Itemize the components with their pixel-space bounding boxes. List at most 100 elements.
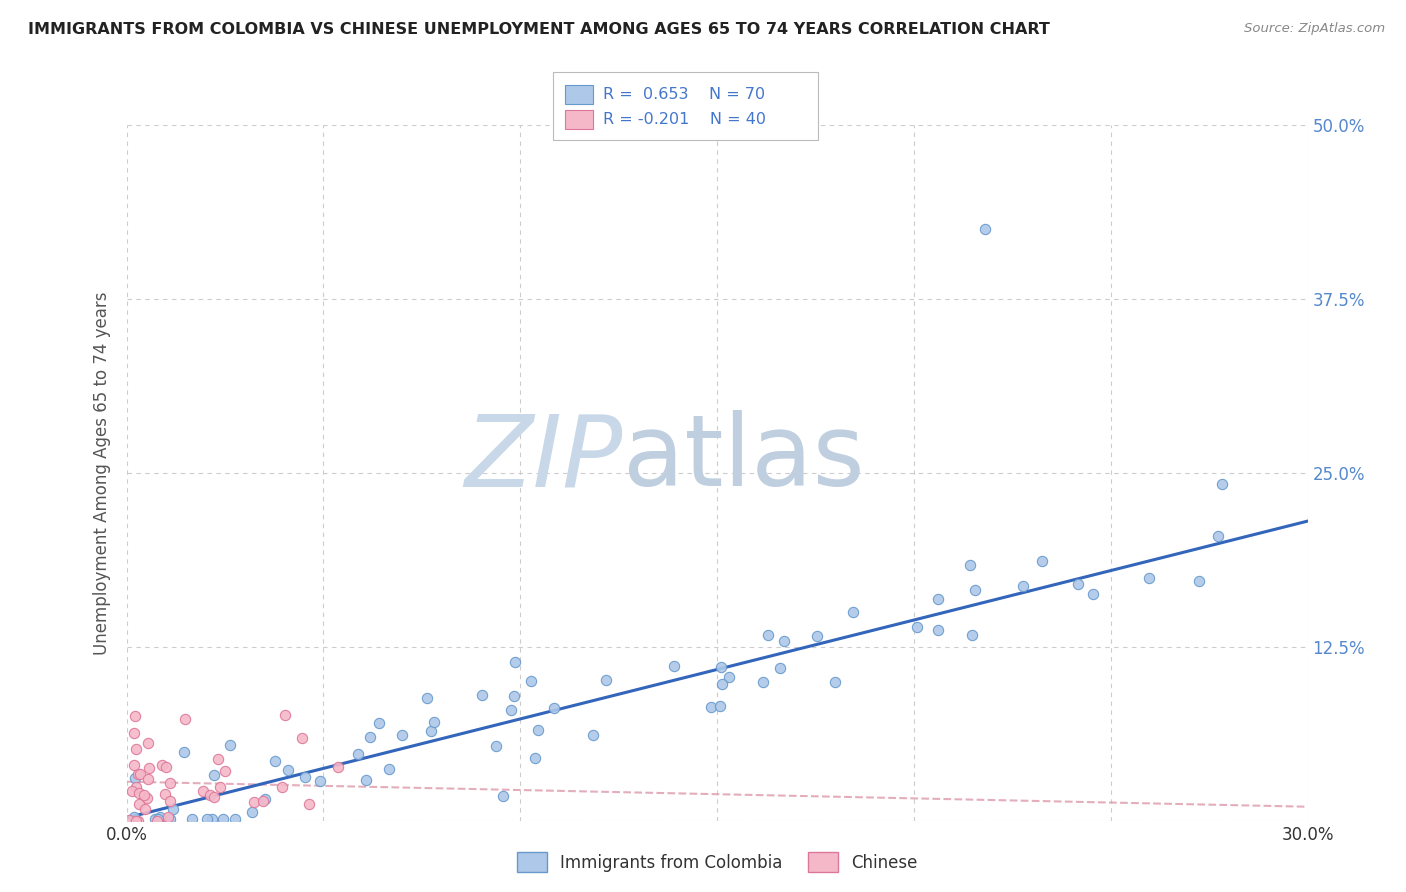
Point [806, 629, 828, 643]
Point [173, 745, 195, 759]
Point [191, 784, 214, 798]
Point [212, 812, 235, 826]
Point [136, 772, 159, 786]
Point [485, 739, 508, 753]
Point [153, 787, 176, 801]
Point [159, 812, 181, 826]
Text: ZIP: ZIP [464, 410, 623, 508]
Point [128, 797, 150, 811]
Point [155, 760, 177, 774]
Point [1081, 587, 1104, 601]
Point [973, 222, 995, 236]
Point [202, 768, 225, 782]
Point [219, 738, 242, 752]
Text: R = -0.201    N = 40: R = -0.201 N = 40 [603, 112, 766, 127]
Point [959, 558, 981, 572]
Y-axis label: Unemployment Among Ages 65 to 74 years: Unemployment Among Ages 65 to 74 years [93, 291, 111, 655]
Point [752, 674, 775, 689]
Point [162, 802, 184, 816]
Point [243, 795, 266, 809]
Point [209, 780, 232, 794]
Point [207, 752, 229, 766]
Point [270, 780, 292, 794]
Point [359, 731, 381, 745]
Point [499, 703, 522, 717]
Point [124, 772, 146, 786]
Point [710, 660, 733, 674]
Point [927, 624, 949, 638]
Point [391, 728, 413, 742]
Point [173, 712, 195, 726]
Point [309, 773, 332, 788]
Point [1137, 571, 1160, 585]
Point [136, 735, 159, 749]
Point [118, 813, 141, 827]
Point [195, 812, 218, 826]
Point [129, 767, 152, 781]
Point [264, 755, 287, 769]
Point [242, 805, 264, 820]
Point [146, 812, 169, 826]
Point [201, 812, 224, 826]
Point [143, 812, 166, 826]
Point [202, 789, 225, 804]
Point [1031, 554, 1053, 568]
Point [125, 814, 148, 828]
Point [1067, 577, 1090, 591]
Point [842, 605, 865, 619]
Point [709, 699, 731, 714]
Point [927, 591, 949, 606]
Point [156, 810, 179, 824]
Point [711, 677, 734, 691]
Point [124, 810, 146, 824]
Point [128, 786, 150, 800]
Point [378, 762, 401, 776]
Point [422, 715, 444, 730]
Point [277, 763, 299, 777]
Point [595, 673, 617, 687]
Point [1211, 477, 1233, 491]
Point [150, 757, 173, 772]
Point [524, 750, 547, 764]
Point [326, 759, 349, 773]
Point [125, 741, 148, 756]
Point [700, 700, 723, 714]
Point [124, 709, 146, 723]
Point [662, 658, 685, 673]
Point [224, 812, 246, 826]
Point [274, 707, 297, 722]
Point [127, 814, 149, 828]
Point [252, 794, 274, 808]
Point [419, 723, 441, 738]
Point [416, 691, 439, 706]
Point [121, 784, 143, 798]
Point [291, 731, 314, 746]
Point [1206, 529, 1229, 543]
Point [527, 723, 550, 737]
Point [356, 773, 378, 788]
Point [717, 670, 740, 684]
Point [298, 797, 321, 811]
Text: R =  0.653    N = 70: R = 0.653 N = 70 [603, 87, 765, 102]
Point [471, 688, 494, 702]
Point [127, 766, 149, 780]
Point [134, 788, 156, 802]
Point [122, 726, 145, 740]
Point [773, 634, 796, 648]
Point [253, 792, 276, 806]
Point [214, 764, 236, 779]
Point [181, 812, 204, 826]
Point [543, 701, 565, 715]
Point [138, 761, 160, 775]
Point [769, 661, 792, 675]
Point [502, 690, 524, 704]
Point [159, 775, 181, 789]
Point [346, 747, 368, 761]
Point [134, 802, 156, 816]
Point [960, 628, 983, 642]
Point [492, 789, 515, 804]
Point [824, 674, 846, 689]
Point [149, 810, 172, 824]
Point [905, 620, 928, 634]
Point [294, 770, 316, 784]
